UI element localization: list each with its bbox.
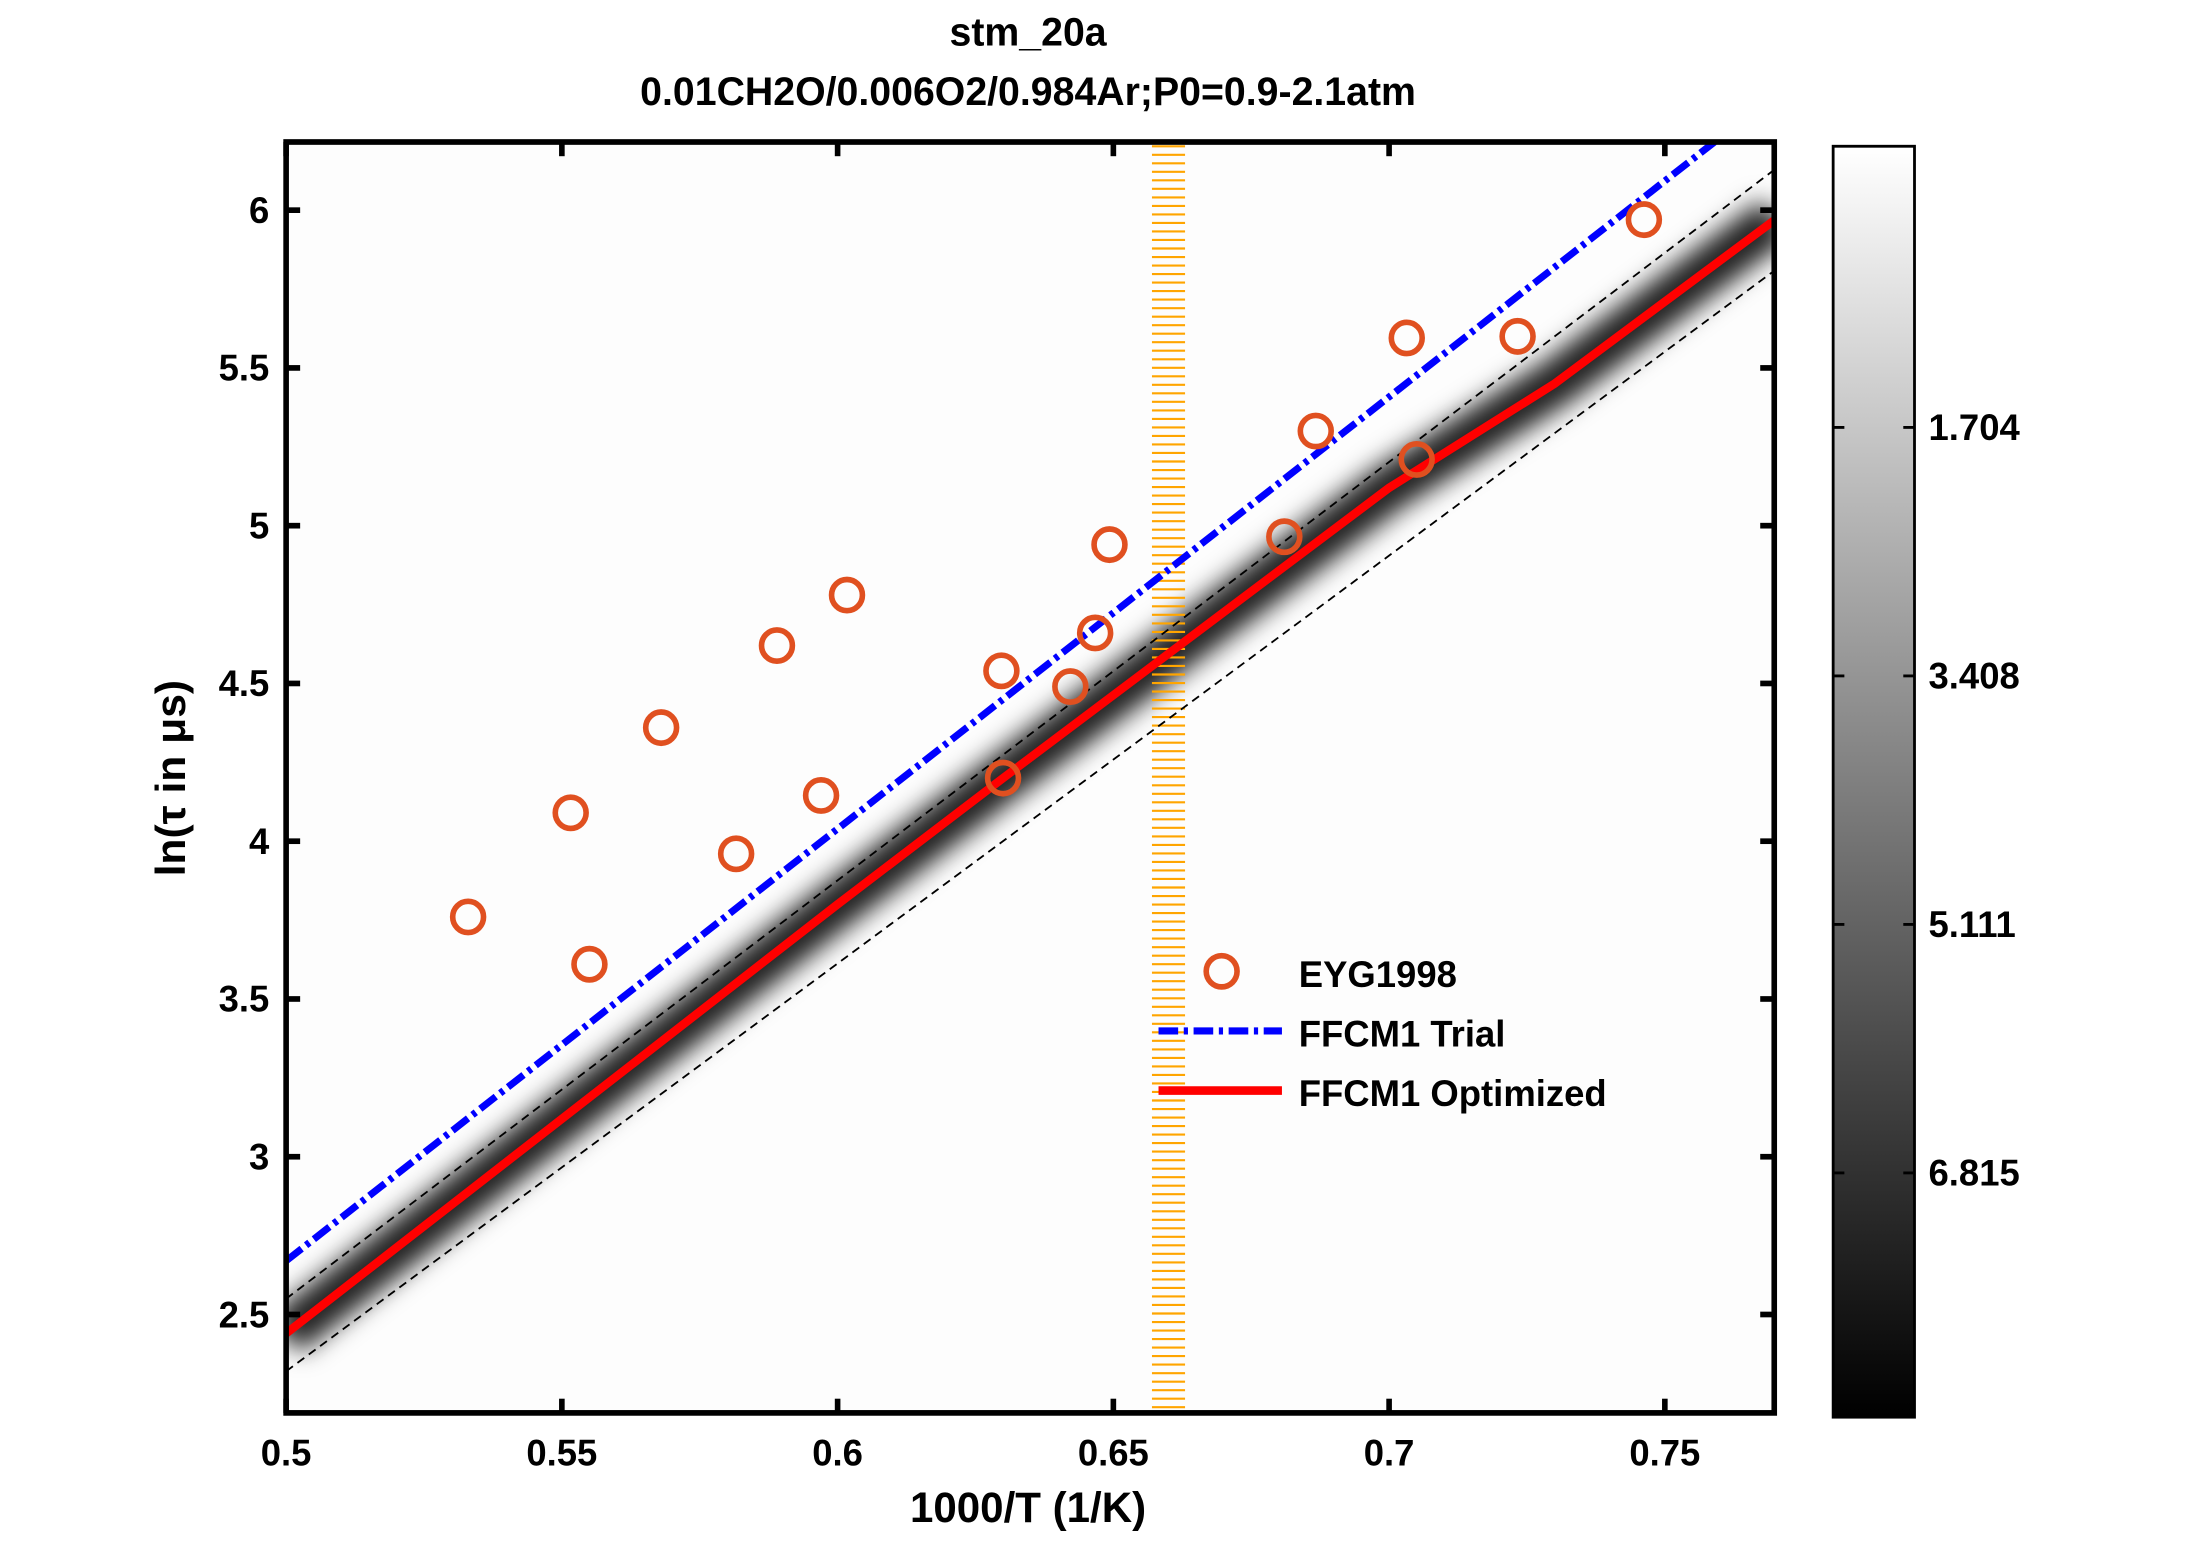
legend-label-ffcm1-optimized: FFCM1 Optimized <box>1299 1073 1607 1114</box>
data-point-eyg1998 <box>642 709 680 747</box>
y-tick-label: 3.5 <box>219 979 270 1020</box>
legend-label-eyg1998: EYG1998 <box>1299 954 1457 995</box>
y-tick-label: 5.5 <box>219 347 270 388</box>
y-axis-label: ln(τ in μs) <box>147 680 194 876</box>
data-point-eyg1998 <box>1091 526 1128 564</box>
x-axis-label: 1000/T (1/K) <box>910 1484 1146 1531</box>
colorbar-tick-label: 3.408 <box>1929 655 2020 696</box>
y-tick-label: 3 <box>249 1136 269 1177</box>
x-tick-label: 0.5 <box>261 1432 312 1473</box>
y-tick-label: 2.5 <box>219 1294 270 1335</box>
series-line-ffcm1-optimized <box>286 216 1775 1337</box>
data-point-eyg1998 <box>828 576 866 614</box>
data-point-eyg1998 <box>717 835 755 873</box>
y-tick-label: 6 <box>249 190 269 231</box>
uncertainty-bound-lower <box>286 269 1775 1373</box>
colorbar <box>1831 144 1916 1419</box>
data-point-eyg1998 <box>1625 201 1663 239</box>
data-point-eyg1998 <box>552 794 589 832</box>
x-tick-label: 0.6 <box>812 1432 863 1473</box>
x-tick-label: 0.75 <box>1629 1432 1700 1473</box>
data-point-eyg1998 <box>449 898 487 936</box>
x-tick-label: 0.7 <box>1364 1432 1415 1473</box>
data-point-eyg1998 <box>802 776 840 814</box>
legend-label-ffcm1-trial: FFCM1 Trial <box>1299 1013 1506 1054</box>
chart-subtitle: 0.01CH2O/0.006O2/0.984Ar;P0=0.9-2.1atm <box>640 70 1416 114</box>
legend-marker-eyg1998 <box>1203 952 1240 990</box>
y-tick-label: 4 <box>249 821 270 862</box>
colorbar-tick-label: 1.704 <box>1929 407 2021 448</box>
data-point-eyg1998 <box>1052 668 1089 706</box>
y-tick-label: 4.5 <box>219 663 270 704</box>
chart-title: stm_20a <box>950 10 1108 54</box>
data-point-eyg1998 <box>1297 412 1334 450</box>
x-tick-label: 0.55 <box>526 1432 597 1473</box>
colorbar-tick-label: 5.111 <box>1929 904 2016 945</box>
data-point-eyg1998 <box>1076 614 1114 652</box>
data-point-eyg1998 <box>1499 317 1536 355</box>
data-point-eyg1998 <box>984 759 1022 797</box>
series-line-ffcm1-trial <box>286 142 1717 1264</box>
data-point-eyg1998 <box>1266 518 1303 556</box>
legend: EYG1998 FFCM1 Trial FFCM1 Optimized <box>1158 952 1607 1114</box>
data-point-eyg1998 <box>758 627 796 665</box>
colorbar-tick-label: 6.815 <box>1929 1152 2020 1193</box>
data-point-eyg1998 <box>1388 319 1425 357</box>
uncertainty-bound-upper <box>286 168 1775 1300</box>
y-tick-label: 5 <box>249 505 269 546</box>
axes-frame <box>283 139 1778 1416</box>
x-tick-label: 0.65 <box>1078 1432 1149 1473</box>
data-point-eyg1998 <box>1398 440 1435 478</box>
data-point-eyg1998 <box>571 945 608 983</box>
data-point-eyg1998 <box>983 652 1020 690</box>
